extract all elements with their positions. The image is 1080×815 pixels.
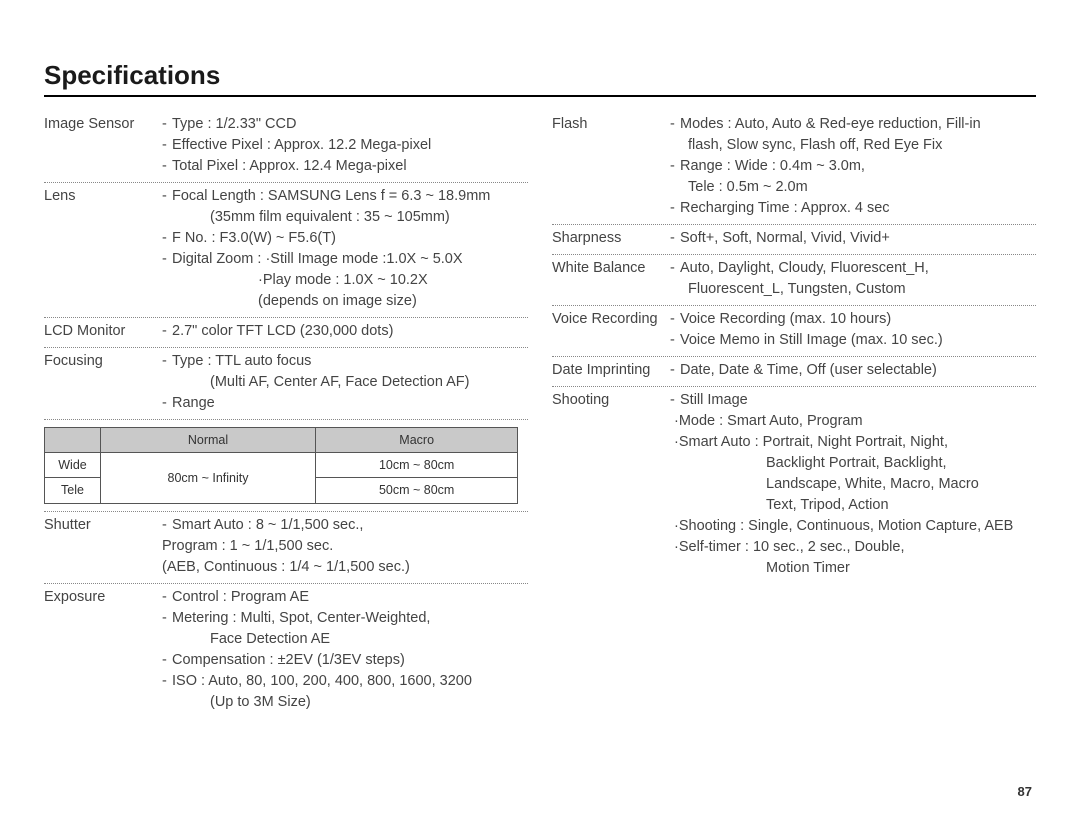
spec-text: Range : Wide : 0.4m ~ 3.0m, [680, 156, 1036, 177]
spec-sharpness: Sharpness -Soft+, Soft, Normal, Vivid, V… [552, 225, 1036, 255]
spec-exposure: Exposure -Control : Program AE -Metering… [44, 584, 528, 718]
spec-label: Shutter [44, 515, 162, 578]
spec-text: ·Smart Auto : Portrait, Night Portrait, … [670, 432, 1036, 453]
spec-date-imprinting: Date Imprinting -Date, Date & Time, Off … [552, 357, 1036, 387]
columns: Image Sensor -Type : 1/2.33" CCD -Effect… [44, 111, 1036, 718]
spec-text: Type : TTL auto focus [172, 351, 528, 372]
spec-label: Focusing [44, 351, 162, 414]
spec-text: (35mm film equivalent : 35 ~ 105mm) [162, 207, 528, 228]
spec-label: White Balance [552, 258, 670, 300]
spec-text: Control : Program AE [172, 587, 528, 608]
spec-body: -Type : TTL auto focus (Multi AF, Center… [162, 351, 528, 414]
spec-body: -Modes : Auto, Auto & Red-eye reduction,… [670, 114, 1036, 219]
spec-text: 2.7" color TFT LCD (230,000 dots) [172, 321, 528, 342]
spec-text: Modes : Auto, Auto & Red-eye reduction, … [680, 114, 1036, 135]
spec-white-balance: White Balance -Auto, Daylight, Cloudy, F… [552, 255, 1036, 306]
spec-text: Motion Timer [670, 558, 1036, 579]
spec-text: Type : 1/2.33" CCD [172, 114, 528, 135]
spec-text: Text, Tripod, Action [670, 495, 1036, 516]
spec-text: Total Pixel : Approx. 12.4 Mega-pixel [172, 156, 528, 177]
spec-label: LCD Monitor [44, 321, 162, 342]
spec-text: Voice Recording (max. 10 hours) [680, 309, 1036, 330]
spec-focusing: Focusing -Type : TTL auto focus (Multi A… [44, 348, 528, 420]
table-header: Normal [101, 428, 316, 453]
spec-flash: Flash -Modes : Auto, Auto & Red-eye redu… [552, 111, 1036, 225]
spec-text: Fluorescent_L, Tungsten, Custom [670, 279, 1036, 300]
spec-text: Smart Auto : 8 ~ 1/1,500 sec., [172, 515, 528, 536]
spec-text: Effective Pixel : Approx. 12.2 Mega-pixe… [172, 135, 528, 156]
spec-text: (AEB, Continuous : 1/4 ~ 1/1,500 sec.) [162, 557, 528, 578]
spec-text: Compensation : ±2EV (1/3EV steps) [172, 650, 528, 671]
spec-shooting: Shooting -Still Image ·Mode : Smart Auto… [552, 387, 1036, 584]
right-column: Flash -Modes : Auto, Auto & Red-eye redu… [552, 111, 1036, 718]
spec-body: -Soft+, Soft, Normal, Vivid, Vivid+ [670, 228, 1036, 249]
spec-lcd: LCD Monitor -2.7" color TFT LCD (230,000… [44, 318, 528, 348]
spec-text: Metering : Multi, Spot, Center-Weighted, [172, 608, 528, 629]
spec-text: Recharging Time : Approx. 4 sec [680, 198, 1036, 219]
spec-text: Still Image [680, 390, 1036, 411]
spec-text: (Multi AF, Center AF, Face Detection AF) [162, 372, 528, 393]
spec-text: Program : 1 ~ 1/1,500 sec. [162, 536, 528, 557]
spec-text: Backlight Portrait, Backlight, [670, 453, 1036, 474]
spec-label: Flash [552, 114, 670, 219]
table-rowhead: Wide [45, 453, 101, 478]
table-rowhead: Tele [45, 478, 101, 503]
spec-text: ·Self-timer : 10 sec., 2 sec., Double, [670, 537, 1036, 558]
spec-label: Sharpness [552, 228, 670, 249]
spec-text: Digital Zoom : ·Still Image mode :1.0X ~… [172, 249, 528, 270]
spec-text: Soft+, Soft, Normal, Vivid, Vivid+ [680, 228, 1036, 249]
table-header: Macro [316, 428, 518, 453]
table-cell: 80cm ~ Infinity [101, 453, 316, 503]
spec-text: flash, Slow sync, Flash off, Red Eye Fix [670, 135, 1036, 156]
spec-text: Focal Length : SAMSUNG Lens f = 6.3 ~ 18… [172, 186, 528, 207]
spec-body: -Auto, Daylight, Cloudy, Fluorescent_H, … [670, 258, 1036, 300]
spec-body: -Voice Recording (max. 10 hours) -Voice … [670, 309, 1036, 351]
left-column: Image Sensor -Type : 1/2.33" CCD -Effect… [44, 111, 528, 718]
spec-label: Lens [44, 186, 162, 312]
spec-body: -2.7" color TFT LCD (230,000 dots) [162, 321, 528, 342]
spec-body: -Type : 1/2.33" CCD -Effective Pixel : A… [162, 114, 528, 177]
spec-label: Image Sensor [44, 114, 162, 177]
spec-text: (Up to 3M Size) [162, 692, 528, 713]
spec-range-table: Normal Macro Wide 80cm ~ Infinity 10cm ~… [44, 420, 528, 511]
spec-image-sensor: Image Sensor -Type : 1/2.33" CCD -Effect… [44, 111, 528, 183]
spec-voice-recording: Voice Recording -Voice Recording (max. 1… [552, 306, 1036, 357]
spec-text: Range [172, 393, 528, 414]
spec-text: Face Detection AE [162, 629, 528, 650]
page: Specifications Image Sensor -Type : 1/2.… [0, 0, 1080, 815]
spec-label: Date Imprinting [552, 360, 670, 381]
spec-body: -Control : Program AE -Metering : Multi,… [162, 587, 528, 713]
spec-body: -Still Image ·Mode : Smart Auto, Program… [670, 390, 1036, 579]
spec-shutter: Shutter -Smart Auto : 8 ~ 1/1,500 sec., … [44, 512, 528, 584]
spec-text: ISO : Auto, 80, 100, 200, 400, 800, 1600… [172, 671, 528, 692]
spec-label: Voice Recording [552, 309, 670, 351]
spec-body: -Focal Length : SAMSUNG Lens f = 6.3 ~ 1… [162, 186, 528, 312]
spec-text: Tele : 0.5m ~ 2.0m [670, 177, 1036, 198]
range-table: Normal Macro Wide 80cm ~ Infinity 10cm ~… [44, 427, 518, 503]
spec-lens: Lens -Focal Length : SAMSUNG Lens f = 6.… [44, 183, 528, 318]
spec-text: ·Shooting : Single, Continuous, Motion C… [670, 516, 1036, 537]
spec-label: Shooting [552, 390, 670, 579]
table-cell: 10cm ~ 80cm [316, 453, 518, 478]
page-number: 87 [1018, 784, 1032, 799]
spec-text: Voice Memo in Still Image (max. 10 sec.) [680, 330, 1036, 351]
spec-text: Date, Date & Time, Off (user selectable) [680, 360, 1036, 381]
spec-text: Auto, Daylight, Cloudy, Fluorescent_H, [680, 258, 1036, 279]
spec-text: Landscape, White, Macro, Macro [670, 474, 1036, 495]
spec-label: Exposure [44, 587, 162, 713]
spec-body: -Smart Auto : 8 ~ 1/1,500 sec., Program … [162, 515, 528, 578]
spec-text: ·Mode : Smart Auto, Program [670, 411, 1036, 432]
spec-body: -Date, Date & Time, Off (user selectable… [670, 360, 1036, 381]
table-cell: 50cm ~ 80cm [316, 478, 518, 503]
table-corner [45, 428, 101, 453]
spec-text: ·Play mode : 1.0X ~ 10.2X [162, 270, 528, 291]
spec-text: F No. : F3.0(W) ~ F5.6(T) [172, 228, 528, 249]
spec-text: (depends on image size) [162, 291, 528, 312]
page-title: Specifications [44, 60, 1036, 97]
